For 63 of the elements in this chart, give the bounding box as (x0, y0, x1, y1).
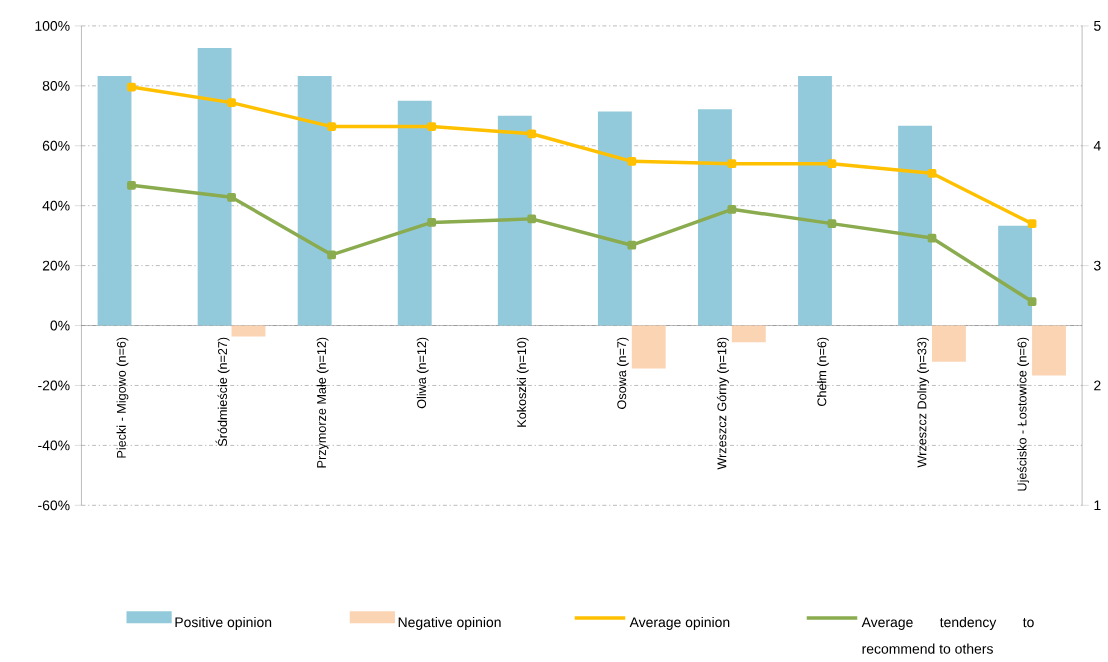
bar (731, 325, 766, 343)
y-tick-label: 20% (42, 260, 70, 271)
bar (1032, 325, 1066, 376)
point (1027, 219, 1037, 229)
bar (798, 76, 832, 326)
y-tick-label: 60% (42, 140, 70, 151)
legend-label: Negative opinion (398, 617, 501, 631)
bar (932, 325, 966, 362)
point (727, 159, 737, 169)
bar (197, 48, 232, 326)
bar (97, 76, 132, 326)
bar (697, 109, 732, 326)
legend-label: Positive opinion (175, 617, 272, 631)
x-tick-label: Przymorze Małe (n=12) (316, 337, 329, 468)
y2-tick-label: 3 (1093, 260, 1101, 271)
point (527, 214, 537, 224)
bar (998, 225, 1033, 326)
y-tick-label: -40% (38, 440, 70, 451)
point (1027, 297, 1037, 307)
x-tick-label: Wrzeszcz Górny (n=18) (716, 337, 729, 470)
point (827, 219, 837, 229)
x-tick-label: Wrzeszcz Dolny (n=33) (917, 337, 929, 468)
x-tick-label: Osowa (n=7) (616, 337, 629, 409)
x-tick-label: Kokoszki (n=10) (516, 337, 529, 427)
legend-label: Average tendency to recommend to others (861, 617, 1034, 654)
bar (231, 325, 266, 337)
bar (631, 325, 666, 369)
bar (497, 115, 532, 326)
y-tick-label: -20% (38, 380, 70, 391)
point (927, 169, 937, 178)
point (927, 233, 937, 243)
point (127, 82, 136, 92)
bar (297, 76, 332, 326)
x-tick-label: Chełm (n=6) (817, 337, 829, 407)
point (227, 98, 236, 108)
point (127, 181, 136, 190)
y2-tick-label: 1 (1094, 500, 1101, 511)
y-tick-label: -60% (38, 500, 70, 511)
y2-tick-label: 5 (1094, 21, 1101, 31)
point (227, 193, 236, 202)
y2-tick-label: 2 (1094, 380, 1101, 391)
bar (397, 100, 432, 326)
x-tick-label: Piecki - Migowo (n=6) (116, 337, 129, 458)
point (827, 159, 837, 169)
y-tick-label: 40% (42, 200, 70, 211)
x-tick-label: Śródmieście (n=27) (215, 337, 230, 447)
point (327, 122, 336, 132)
point (627, 157, 637, 166)
point (427, 218, 437, 227)
point (527, 129, 537, 139)
legend-label: Average opinion (629, 617, 730, 631)
x-tick-label: Oliwa (n=12) (416, 337, 429, 409)
y2-tick-label: 4 (1093, 141, 1101, 151)
y-tick-label: 100% (35, 21, 70, 31)
y-tick-label: 0% (50, 320, 70, 331)
point (327, 250, 336, 260)
point (627, 240, 637, 250)
bar (898, 125, 933, 326)
y-tick-label: 80% (42, 81, 70, 91)
point (727, 205, 737, 214)
point (427, 122, 437, 132)
bar (597, 111, 632, 326)
x-tick-label: Ujeścisko - Łostowice (n=6) (1017, 337, 1030, 491)
